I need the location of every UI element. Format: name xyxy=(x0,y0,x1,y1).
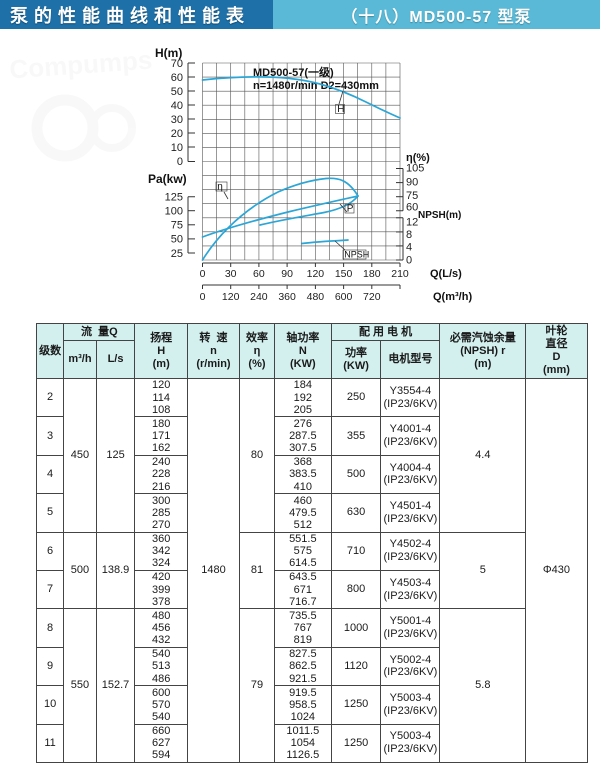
svg-text:480: 480 xyxy=(307,291,325,303)
svg-text:105: 105 xyxy=(406,163,424,175)
svg-text:NPSH(m): NPSH(m) xyxy=(418,210,461,221)
svg-text:50: 50 xyxy=(171,86,183,98)
svg-text:P: P xyxy=(347,203,354,214)
svg-text:NPSH: NPSH xyxy=(344,249,369,259)
svg-text:360: 360 xyxy=(278,291,296,303)
svg-text:150: 150 xyxy=(335,268,353,280)
svg-text:30: 30 xyxy=(225,268,237,280)
svg-text:125: 125 xyxy=(165,192,183,204)
svg-text:0: 0 xyxy=(200,291,206,303)
svg-text:25: 25 xyxy=(171,248,183,260)
svg-text:720: 720 xyxy=(363,291,381,303)
svg-text:210: 210 xyxy=(391,268,409,280)
svg-text:240: 240 xyxy=(250,291,268,303)
svg-text:n=1480r/min D2=430mm: n=1480r/min D2=430mm xyxy=(253,80,379,92)
svg-text:90: 90 xyxy=(281,268,293,280)
svg-text:H: H xyxy=(337,104,344,115)
svg-text:0: 0 xyxy=(177,156,183,168)
svg-text:H(m): H(m) xyxy=(155,46,182,60)
svg-text:Q(L/s): Q(L/s) xyxy=(430,268,462,280)
svg-text:90: 90 xyxy=(406,177,418,189)
svg-text:Q(m³/h): Q(m³/h) xyxy=(433,291,472,303)
svg-text:60: 60 xyxy=(253,268,265,280)
svg-text:η: η xyxy=(217,181,223,192)
svg-text:0: 0 xyxy=(406,255,412,267)
svg-text:10: 10 xyxy=(171,142,183,154)
svg-text:120: 120 xyxy=(222,291,240,303)
svg-text:100: 100 xyxy=(165,206,183,218)
svg-text:η(%): η(%) xyxy=(406,152,430,164)
svg-text:50: 50 xyxy=(171,234,183,246)
svg-text:75: 75 xyxy=(406,190,418,202)
svg-text:0: 0 xyxy=(200,268,206,280)
svg-text:Compumps: Compumps xyxy=(8,45,153,85)
svg-text:20: 20 xyxy=(171,128,183,140)
svg-text:40: 40 xyxy=(171,100,183,112)
svg-text:120: 120 xyxy=(307,268,325,280)
svg-text:4: 4 xyxy=(406,242,412,254)
svg-text:180: 180 xyxy=(363,268,381,280)
svg-text:60: 60 xyxy=(406,202,418,214)
svg-text:30: 30 xyxy=(171,114,183,126)
svg-text:75: 75 xyxy=(171,220,183,232)
svg-text:12: 12 xyxy=(406,217,418,229)
svg-text:60: 60 xyxy=(171,72,183,84)
svg-text:8: 8 xyxy=(406,229,412,241)
svg-text:Pa(kw): Pa(kw) xyxy=(148,172,187,186)
svg-text:600: 600 xyxy=(335,291,353,303)
